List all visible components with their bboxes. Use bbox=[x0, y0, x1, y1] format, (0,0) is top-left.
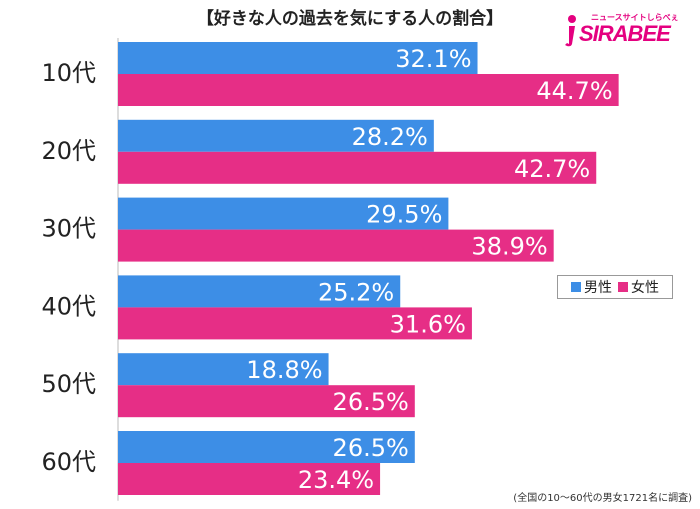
bar-female bbox=[118, 74, 619, 106]
bar-female bbox=[118, 229, 554, 262]
sirabee-logo: ニュースサイトしらべぇ SIRABEE bbox=[563, 10, 683, 50]
data-label-female: 38.9% bbox=[471, 233, 547, 261]
footnote: (全国の10〜60代の男女1721名に調査) bbox=[513, 493, 692, 504]
legend-swatch-female bbox=[618, 282, 628, 292]
bar-male bbox=[118, 431, 415, 463]
bar-female bbox=[118, 151, 597, 184]
bar-male bbox=[118, 353, 329, 386]
category-label: 10代 bbox=[41, 59, 96, 87]
bar-male bbox=[118, 119, 434, 152]
data-label-female: 44.7% bbox=[536, 77, 612, 105]
legend-item-female: 女性 bbox=[618, 277, 659, 297]
category-label: 60代 bbox=[41, 448, 96, 476]
bar-male bbox=[118, 42, 478, 74]
legend-label-female: 女性 bbox=[631, 280, 659, 296]
logo-text: SIRABEE bbox=[579, 21, 671, 46]
bar-female bbox=[118, 307, 472, 340]
category-label: 50代 bbox=[41, 370, 96, 398]
bar-female bbox=[118, 385, 415, 418]
category-label: 30代 bbox=[41, 215, 96, 243]
data-label-male: 18.8% bbox=[246, 356, 322, 384]
logo-subtext: ニュースサイトしらべぇ bbox=[591, 13, 679, 22]
chart-title: 【好きな人の過去を気にする人の割合】 bbox=[196, 9, 504, 29]
data-label-male: 28.2% bbox=[352, 123, 428, 151]
legend: 男性 女性 bbox=[557, 275, 673, 299]
data-label-female: 23.4% bbox=[298, 466, 374, 494]
data-label-female: 42.7% bbox=[514, 155, 590, 183]
data-label-male: 32.1% bbox=[395, 45, 471, 73]
data-label-male: 29.5% bbox=[366, 201, 442, 229]
data-label-male: 25.2% bbox=[318, 278, 394, 306]
legend-item-male: 男性 bbox=[571, 277, 612, 297]
category-label: 20代 bbox=[41, 137, 96, 165]
data-label-female: 31.6% bbox=[390, 310, 466, 338]
logo-i-icon bbox=[565, 15, 576, 47]
legend-swatch-male bbox=[571, 282, 581, 292]
data-label-female: 26.5% bbox=[333, 388, 409, 416]
bar-male bbox=[118, 197, 449, 230]
bar-female bbox=[118, 463, 381, 495]
data-label-male: 26.5% bbox=[333, 434, 409, 462]
bar-male bbox=[118, 275, 401, 308]
legend-label-male: 男性 bbox=[584, 280, 612, 296]
category-label: 40代 bbox=[41, 292, 96, 320]
